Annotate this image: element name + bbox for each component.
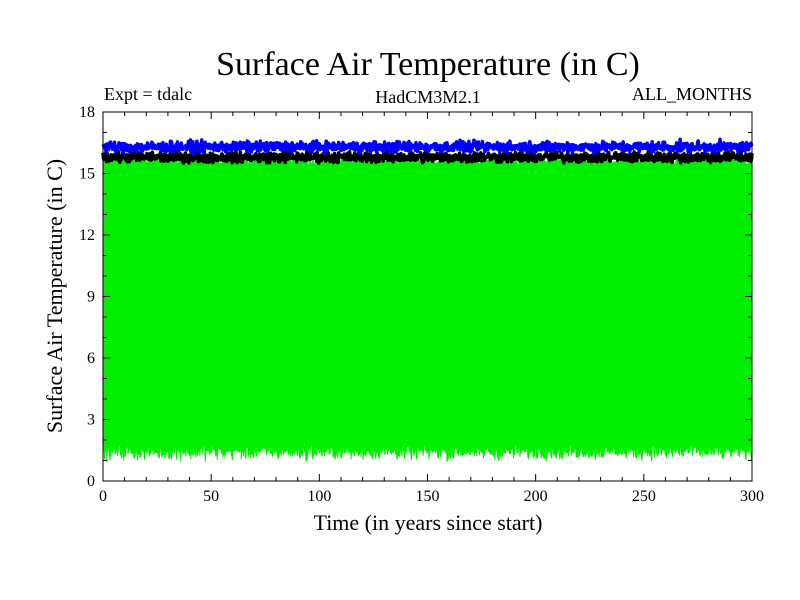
axis-ticks: 0 50 100 150 200 250 300 0 3 6 9 12 15 18 (79, 104, 764, 505)
chart-title: Surface Air Temperature (in C) (216, 46, 640, 83)
y-axis-label: Surface Air Temperature (in C) (42, 159, 67, 433)
x-tick-label: 0 (99, 488, 107, 505)
series-line-black (101, 148, 754, 166)
x-tick-label: 50 (203, 488, 219, 505)
plot-data (101, 137, 754, 463)
y-tick-label: 3 (87, 412, 95, 429)
y-tick-label: 15 (79, 166, 95, 183)
chart-subtitle-left: Expt = tdalc (104, 84, 192, 104)
x-axis-label: Time (in years since start) (314, 510, 543, 535)
chart-subtitle-right: ALL_MONTHS (632, 84, 752, 104)
y-tick-label: 18 (79, 104, 95, 121)
y-tick-label: 0 (87, 473, 95, 490)
x-tick-label: 150 (416, 488, 440, 505)
x-tick-label: 250 (632, 488, 656, 505)
x-tick-label: 300 (740, 488, 764, 505)
x-tick-label: 100 (307, 488, 331, 505)
y-tick-label: 6 (87, 350, 95, 367)
y-tick-label: 9 (87, 289, 95, 306)
x-tick-label: 200 (524, 488, 548, 505)
series-band-green (102, 152, 753, 463)
chart-subtitle-center: HadCM3M2.1 (375, 87, 481, 107)
y-tick-label: 12 (79, 227, 95, 244)
series-line-blue (101, 137, 754, 156)
